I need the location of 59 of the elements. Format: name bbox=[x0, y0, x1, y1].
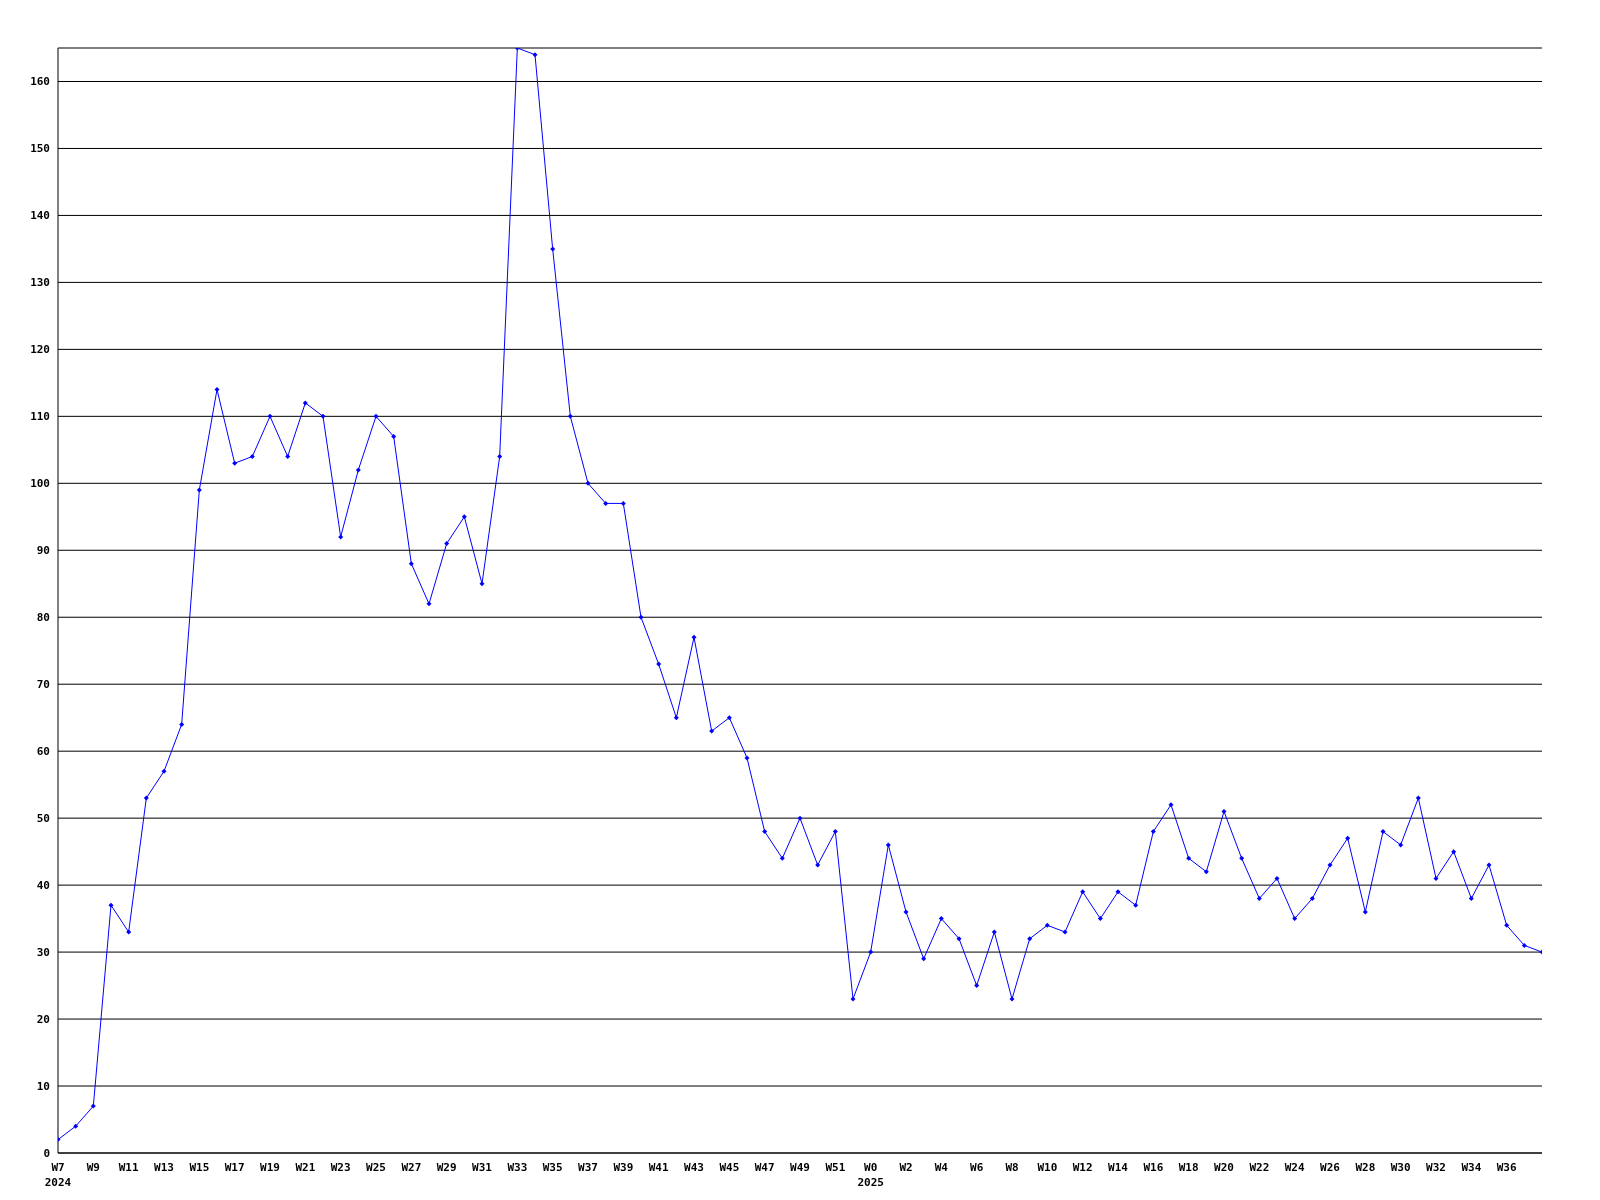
x-tick-label: W20 bbox=[1214, 1161, 1234, 1174]
x-tick-label: W17 bbox=[224, 1161, 245, 1174]
x-tick-label: W29 bbox=[436, 1161, 457, 1174]
y-tick-label: 110 bbox=[30, 410, 50, 424]
x-tick-label: W8 bbox=[1005, 1161, 1019, 1174]
x-tick-label: W31 bbox=[472, 1161, 493, 1174]
y-tick-label: 160 bbox=[30, 75, 50, 89]
y-tick-label: 40 bbox=[36, 879, 50, 893]
y-tick-label: 130 bbox=[30, 276, 50, 290]
x-tick-label: W47 bbox=[754, 1161, 775, 1174]
x-tick-label: W25 bbox=[366, 1161, 386, 1174]
x-tick-label: W14 bbox=[1108, 1161, 1129, 1174]
y-tick-label: 80 bbox=[36, 611, 50, 625]
x-tick-label: W51 bbox=[825, 1161, 846, 1174]
x-tick-label: W24 bbox=[1284, 1161, 1305, 1174]
y-tick-label: 30 bbox=[36, 946, 50, 959]
x-tick-label: W39 bbox=[613, 1161, 634, 1174]
x-tick-label: W18 bbox=[1178, 1161, 1199, 1174]
x-tick-label: W2 bbox=[899, 1161, 913, 1174]
x-tick-label: W21 bbox=[295, 1161, 316, 1174]
x-tick-label: W13 bbox=[154, 1161, 174, 1174]
x-tick-label: W9 bbox=[86, 1161, 100, 1174]
y-tick-label: 150 bbox=[30, 142, 50, 156]
x-tick-label: W34 bbox=[1461, 1161, 1482, 1174]
y-tick-label: 100 bbox=[30, 477, 50, 491]
x-tick-label: W7 2024 bbox=[44, 1161, 72, 1189]
x-tick-label: W19 bbox=[260, 1161, 280, 1174]
y-tick-label: 10 bbox=[36, 1079, 50, 1093]
x-tick-label: W28 bbox=[1355, 1161, 1376, 1174]
y-tick-label: 70 bbox=[36, 678, 50, 692]
x-tick-label: W15 bbox=[189, 1161, 210, 1174]
x-tick-label: W6 bbox=[970, 1161, 984, 1174]
x-tick-label: W10 bbox=[1037, 1161, 1058, 1174]
x-tick-label: W45 bbox=[719, 1161, 740, 1174]
x-tick-label: W41 bbox=[648, 1161, 669, 1174]
x-tick-label: W43 bbox=[684, 1161, 704, 1174]
x-tick-label: W36 bbox=[1496, 1161, 1517, 1174]
y-tick-label: 120 bbox=[30, 343, 50, 357]
y-tick-label: 0 bbox=[43, 1146, 50, 1160]
x-tick-label: W16 bbox=[1143, 1161, 1164, 1174]
x-tick-label: W23 bbox=[330, 1161, 351, 1174]
x-tick-label: W49 bbox=[790, 1161, 810, 1174]
x-tick-label: W35 bbox=[542, 1161, 563, 1174]
x-tick-label: W22 bbox=[1249, 1161, 1270, 1174]
y-tick-label: 50 bbox=[36, 812, 50, 826]
y-tick-label: 140 bbox=[30, 209, 50, 223]
x-tick-label: W30 bbox=[1390, 1161, 1411, 1174]
x-tick-label: W4 bbox=[934, 1161, 949, 1174]
x-tick-label: W33 bbox=[507, 1161, 528, 1174]
y-tick-label: 60 bbox=[36, 745, 50, 759]
x-tick-label: W32 bbox=[1426, 1161, 1446, 1174]
y-tick-label: 20 bbox=[36, 1012, 50, 1026]
x-tick-label: W26 bbox=[1320, 1161, 1341, 1174]
x-tick-label: W27 bbox=[401, 1161, 422, 1174]
x-tick-label: W11 bbox=[118, 1161, 139, 1174]
x-tick-label: W37 bbox=[578, 1161, 598, 1174]
x-tick-label: W0 2025 bbox=[857, 1161, 884, 1189]
y-tick-label: 90 bbox=[36, 544, 50, 558]
x-tick-label: W12 bbox=[1072, 1161, 1093, 1174]
